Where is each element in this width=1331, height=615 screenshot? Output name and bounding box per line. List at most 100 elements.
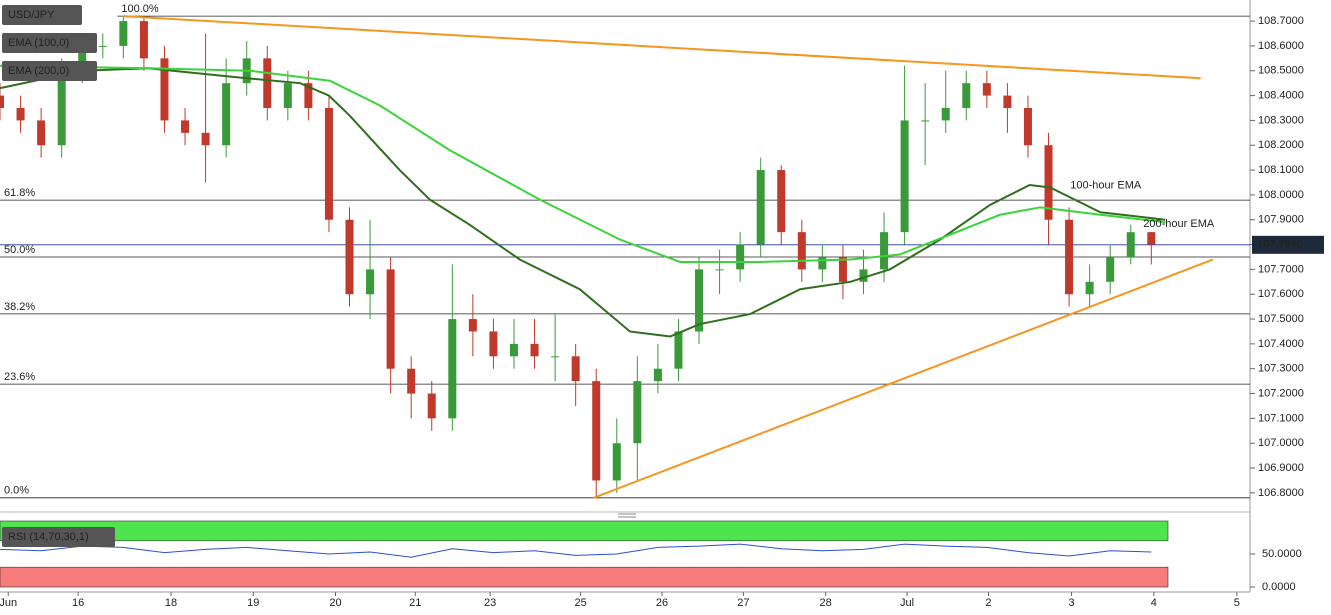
candle-body <box>222 83 231 146</box>
candle-body <box>530 343 539 357</box>
candle-body <box>1003 95 1012 109</box>
candle-body <box>283 83 292 109</box>
rsi-y-tick-label: 50.0000 <box>1262 548 1302 560</box>
candle-body <box>1085 281 1094 295</box>
candle-body <box>1106 256 1115 282</box>
last-price-label: 107.7990 <box>1257 239 1303 251</box>
separator-grip <box>618 513 636 518</box>
candle-body <box>139 21 148 59</box>
candle-body <box>448 319 457 419</box>
candle-body <box>982 83 991 96</box>
candle-body <box>98 45 107 47</box>
fib-level-label: 100.0% <box>121 3 159 15</box>
candle-body <box>653 368 662 382</box>
y-tick-label: 108.4000 <box>1258 90 1304 102</box>
candle-body <box>263 58 272 109</box>
candle-body <box>304 83 313 109</box>
y-tick-label: 107.1000 <box>1258 412 1304 424</box>
x-tick-label: 27 <box>737 597 749 609</box>
candle-body <box>1044 145 1053 220</box>
candle-body <box>119 21 128 46</box>
candle-body <box>818 256 827 270</box>
y-tick-label: 108.1000 <box>1258 164 1304 176</box>
candle-body <box>366 269 375 295</box>
x-tick-label: 23 <box>484 597 496 609</box>
candle-body <box>509 343 518 357</box>
x-tick-label: 2 <box>985 597 991 609</box>
y-tick-label: 108.3000 <box>1258 114 1304 126</box>
trendline <box>123 15 1201 80</box>
rsi-title: RSI (14,70,30,1) <box>8 531 89 543</box>
candle-body <box>16 108 25 121</box>
x-tick-label: 19 <box>247 597 259 609</box>
candle-body <box>715 269 724 271</box>
candle-body <box>160 58 169 121</box>
candle-body <box>57 70 66 146</box>
candle-body <box>921 120 930 122</box>
rsi-y-tick-label: 0.0000 <box>1262 581 1296 593</box>
candle-body <box>489 331 498 357</box>
candle-body <box>551 356 560 358</box>
legend-box <box>2 61 97 81</box>
candle-body <box>1065 219 1074 295</box>
candle-body <box>345 219 354 295</box>
x-tick-label: Jun <box>0 597 17 609</box>
candle-body <box>386 269 395 369</box>
y-tick-label: 107.4000 <box>1258 338 1304 350</box>
candle-body <box>1147 232 1156 245</box>
candle-body <box>1126 232 1135 257</box>
candle-body <box>571 356 580 382</box>
candle-body <box>736 244 745 270</box>
y-tick-label: 107.7000 <box>1258 263 1304 275</box>
ema-line <box>0 67 1166 338</box>
fib-level-label: 50.0% <box>4 244 35 256</box>
legend-label: EMA (200,0) <box>8 65 69 77</box>
candle-body <box>941 108 950 121</box>
y-tick-label: 108.2000 <box>1258 139 1304 151</box>
y-tick-label: 108.5000 <box>1258 65 1304 77</box>
candle-body <box>427 393 436 419</box>
candle-body <box>324 108 333 220</box>
ema-annotation: 100-hour EMA <box>1070 180 1142 192</box>
trendline <box>593 258 1214 499</box>
candle-body <box>859 269 868 282</box>
candle-body <box>407 368 416 394</box>
legend-label: USD/JPY <box>8 9 55 21</box>
rsi-band <box>0 566 1169 588</box>
candle-body <box>900 120 909 233</box>
legend-box <box>2 33 97 53</box>
candle-body <box>592 381 601 481</box>
x-tick-label: 3 <box>1068 597 1074 609</box>
candle-body <box>37 120 46 146</box>
y-tick-label: 106.9000 <box>1258 462 1304 474</box>
candle-body <box>695 269 704 332</box>
candle-body <box>756 170 765 245</box>
y-tick-label: 108.6000 <box>1258 40 1304 52</box>
last-price-box <box>1252 235 1324 254</box>
y-tick-label: 107.2000 <box>1258 387 1304 399</box>
fib-level-label: 0.0% <box>4 485 29 497</box>
x-tick-label: 26 <box>656 597 668 609</box>
candle-body <box>612 443 621 481</box>
y-tick-label: 107.3000 <box>1258 363 1304 375</box>
candle-body <box>674 331 683 369</box>
rsi-line <box>0 543 1152 558</box>
candle-body <box>962 83 971 109</box>
y-tick-label: 107.5000 <box>1258 313 1304 325</box>
candle-body <box>777 170 786 233</box>
x-tick-label: 21 <box>409 597 421 609</box>
x-tick-label: 16 <box>72 597 84 609</box>
fib-level-label: 38.2% <box>4 301 35 313</box>
candle-body <box>0 95 4 109</box>
candle-body <box>201 132 210 146</box>
y-tick-label: 108.7000 <box>1258 15 1304 27</box>
rsi-title-box <box>2 527 115 547</box>
y-tick-label: 108.0000 <box>1258 189 1304 201</box>
candle-body <box>797 232 806 270</box>
y-tick-label: 107.0000 <box>1258 437 1304 449</box>
x-tick-label: 28 <box>820 597 832 609</box>
legend-box <box>2 5 82 25</box>
x-tick-label: 20 <box>329 597 341 609</box>
x-tick-label: Jul <box>900 597 914 609</box>
